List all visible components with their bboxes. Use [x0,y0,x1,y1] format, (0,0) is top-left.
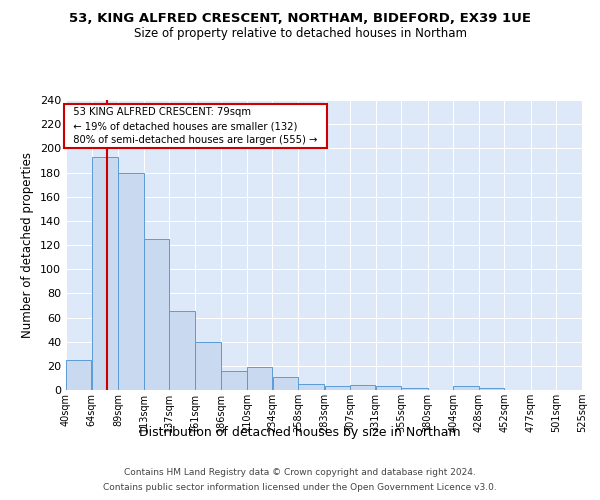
Bar [401,388,428,390]
Bar [144,239,169,390]
Bar [247,367,272,390]
Bar [195,342,221,390]
Bar [298,384,325,390]
Text: Contains public sector information licensed under the Open Government Licence v3: Contains public sector information licen… [103,483,497,492]
Y-axis label: Number of detached properties: Number of detached properties [22,152,34,338]
Text: Size of property relative to detached houses in Northam: Size of property relative to detached ho… [133,28,467,40]
Bar [66,360,91,390]
Bar [479,388,504,390]
Bar [325,386,350,390]
Bar [92,157,118,390]
Bar [454,386,479,390]
Bar [221,370,247,390]
Bar [350,385,376,390]
Bar [169,312,194,390]
Bar [118,172,143,390]
Text: Distribution of detached houses by size in Northam: Distribution of detached houses by size … [139,426,461,439]
Text: 53 KING ALFRED CRESCENT: 79sqm  
  ← 19% of detached houses are smaller (132)  
: 53 KING ALFRED CRESCENT: 79sqm ← 19% of … [67,108,323,146]
Bar [376,386,401,390]
Text: Contains HM Land Registry data © Crown copyright and database right 2024.: Contains HM Land Registry data © Crown c… [124,468,476,477]
Bar [272,376,298,390]
Text: 53, KING ALFRED CRESCENT, NORTHAM, BIDEFORD, EX39 1UE: 53, KING ALFRED CRESCENT, NORTHAM, BIDEF… [69,12,531,26]
